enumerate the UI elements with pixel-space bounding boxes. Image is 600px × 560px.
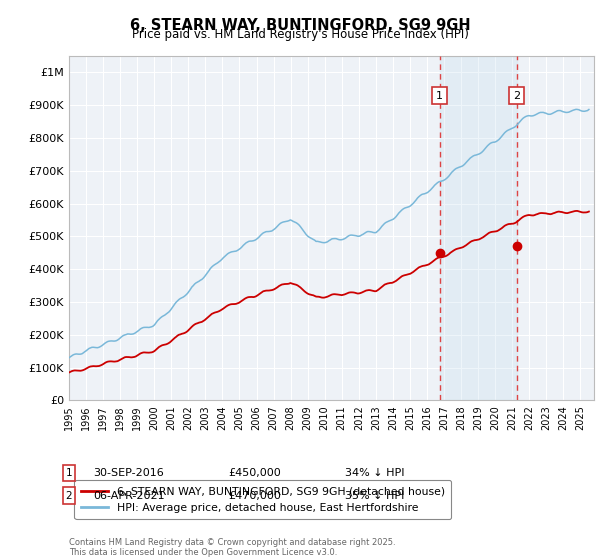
Legend: 6, STEARN WAY, BUNTINGFORD, SG9 9GH (detached house), HPI: Average price, detach: 6, STEARN WAY, BUNTINGFORD, SG9 9GH (det…	[74, 480, 451, 519]
Text: 06-APR-2021: 06-APR-2021	[93, 491, 164, 501]
Text: Contains HM Land Registry data © Crown copyright and database right 2025.
This d: Contains HM Land Registry data © Crown c…	[69, 538, 395, 557]
Text: 1: 1	[65, 468, 73, 478]
Text: 35% ↓ HPI: 35% ↓ HPI	[345, 491, 404, 501]
Text: 34% ↓ HPI: 34% ↓ HPI	[345, 468, 404, 478]
Bar	[440, 56, 517, 400]
Text: 30-SEP-2016: 30-SEP-2016	[93, 468, 164, 478]
Text: 6, STEARN WAY, BUNTINGFORD, SG9 9GH: 6, STEARN WAY, BUNTINGFORD, SG9 9GH	[130, 18, 470, 33]
Text: 1: 1	[436, 91, 443, 101]
Text: 2: 2	[65, 491, 73, 501]
Text: £450,000: £450,000	[228, 468, 281, 478]
Text: £470,000: £470,000	[228, 491, 281, 501]
Text: 2: 2	[513, 91, 520, 101]
Text: Price paid vs. HM Land Registry's House Price Index (HPI): Price paid vs. HM Land Registry's House …	[131, 28, 469, 41]
